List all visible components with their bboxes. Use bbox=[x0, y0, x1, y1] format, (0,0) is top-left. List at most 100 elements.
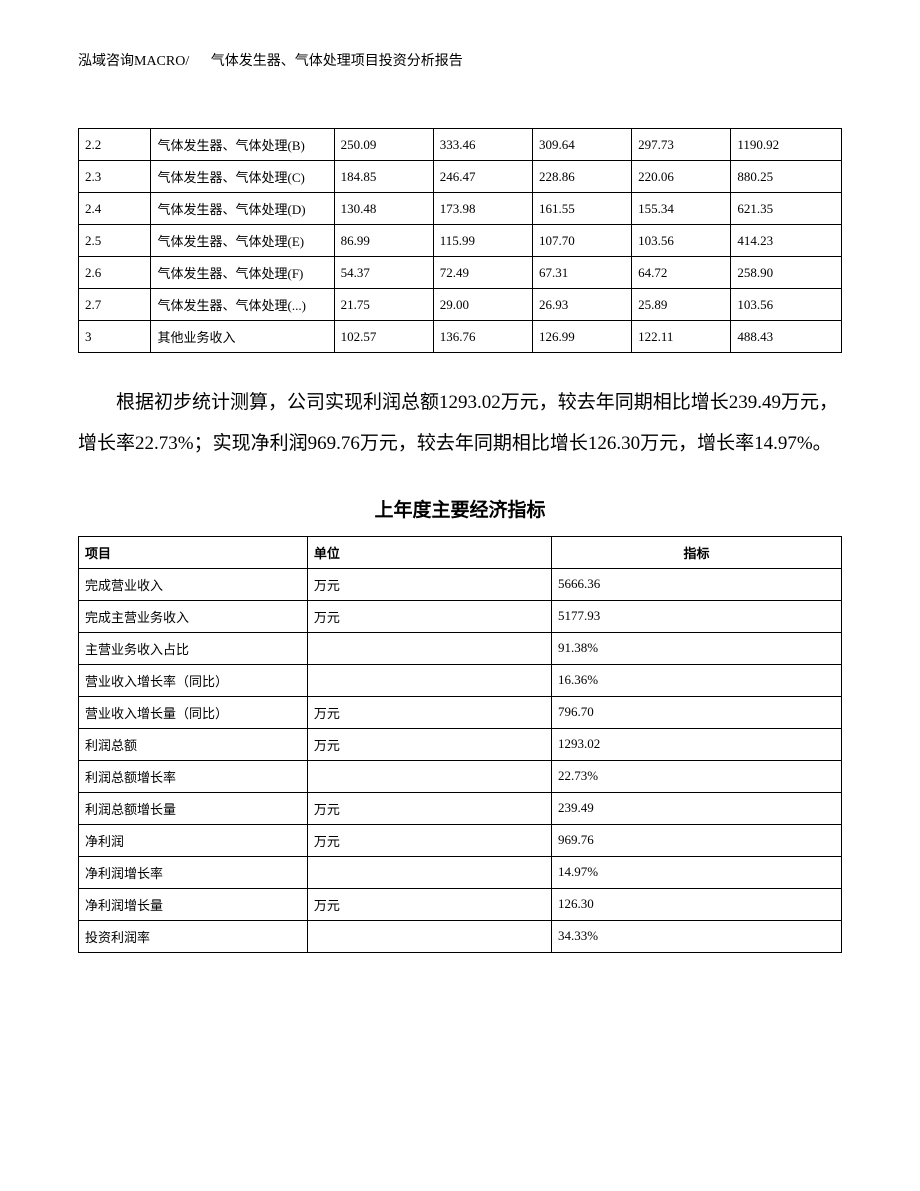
table-cell: 净利润增长率 bbox=[79, 856, 308, 888]
table-cell: 营业收入增长率（同比） bbox=[79, 664, 308, 696]
table-cell bbox=[307, 856, 551, 888]
indicator-table: 项目 单位 指标 完成营业收入万元5666.36完成主营业务收入万元5177.9… bbox=[78, 536, 842, 953]
revenue-table: 2.2气体发生器、气体处理(B)250.09333.46309.64297.73… bbox=[78, 128, 842, 353]
header-company: 泓域咨询MACRO/ bbox=[78, 54, 189, 69]
table-cell: 309.64 bbox=[532, 129, 631, 161]
indicator-header-value: 指标 bbox=[552, 536, 842, 568]
table-cell: 2.5 bbox=[79, 225, 151, 257]
table-cell: 气体发生器、气体处理(F) bbox=[151, 257, 334, 289]
header-title: 气体发生器、气体处理项目投资分析报告 bbox=[211, 54, 463, 69]
table-cell: 54.37 bbox=[334, 257, 433, 289]
table-cell: 72.49 bbox=[433, 257, 532, 289]
table-row: 完成营业收入万元5666.36 bbox=[79, 568, 842, 600]
table-cell: 126.99 bbox=[532, 321, 631, 353]
table-cell: 26.93 bbox=[532, 289, 631, 321]
table-cell: 102.57 bbox=[334, 321, 433, 353]
table-cell: 1190.92 bbox=[731, 129, 842, 161]
table-row: 营业收入增长量（同比）万元796.70 bbox=[79, 696, 842, 728]
table-cell: 258.90 bbox=[731, 257, 842, 289]
table-cell: 297.73 bbox=[632, 129, 731, 161]
table-cell: 完成主营业务收入 bbox=[79, 600, 308, 632]
table-cell: 利润总额增长率 bbox=[79, 760, 308, 792]
table-cell: 64.72 bbox=[632, 257, 731, 289]
table-cell: 主营业务收入占比 bbox=[79, 632, 308, 664]
table-cell: 880.25 bbox=[731, 161, 842, 193]
table-cell: 246.47 bbox=[433, 161, 532, 193]
table-cell: 2.2 bbox=[79, 129, 151, 161]
document-page: 泓域咨询MACRO/ 气体发生器、气体处理项目投资分析报告 2.2气体发生器、气… bbox=[0, 0, 920, 1013]
table-cell: 3 bbox=[79, 321, 151, 353]
table-cell: 气体发生器、气体处理(D) bbox=[151, 193, 334, 225]
table-cell: 万元 bbox=[307, 696, 551, 728]
table-cell: 67.31 bbox=[532, 257, 631, 289]
table-cell: 103.56 bbox=[632, 225, 731, 257]
table-cell: 250.09 bbox=[334, 129, 433, 161]
table-row: 2.2气体发生器、气体处理(B)250.09333.46309.64297.73… bbox=[79, 129, 842, 161]
table-cell: 333.46 bbox=[433, 129, 532, 161]
table-cell: 万元 bbox=[307, 600, 551, 632]
table-cell: 220.06 bbox=[632, 161, 731, 193]
table-cell: 136.76 bbox=[433, 321, 532, 353]
table-cell: 净利润 bbox=[79, 824, 308, 856]
table-cell bbox=[307, 664, 551, 696]
indicator-header-unit: 单位 bbox=[307, 536, 551, 568]
table-cell: 5177.93 bbox=[552, 600, 842, 632]
table-cell: 16.36% bbox=[552, 664, 842, 696]
table-cell: 155.34 bbox=[632, 193, 731, 225]
table-cell: 完成营业收入 bbox=[79, 568, 308, 600]
table-cell bbox=[307, 632, 551, 664]
table-row: 2.3气体发生器、气体处理(C)184.85246.47228.86220.06… bbox=[79, 161, 842, 193]
table-row: 利润总额增长量万元239.49 bbox=[79, 792, 842, 824]
table-row: 3其他业务收入102.57136.76126.99122.11488.43 bbox=[79, 321, 842, 353]
table-row: 主营业务收入占比 91.38% bbox=[79, 632, 842, 664]
table-cell: 气体发生器、气体处理(E) bbox=[151, 225, 334, 257]
table-cell: 414.23 bbox=[731, 225, 842, 257]
table-cell: 130.48 bbox=[334, 193, 433, 225]
table-cell: 2.6 bbox=[79, 257, 151, 289]
table-cell bbox=[307, 760, 551, 792]
table-cell: 万元 bbox=[307, 792, 551, 824]
table-cell: 103.56 bbox=[731, 289, 842, 321]
table-cell: 91.38% bbox=[552, 632, 842, 664]
table-cell: 万元 bbox=[307, 824, 551, 856]
table-cell: 969.76 bbox=[552, 824, 842, 856]
table-cell: 161.55 bbox=[532, 193, 631, 225]
table-cell: 14.97% bbox=[552, 856, 842, 888]
table-cell: 2.4 bbox=[79, 193, 151, 225]
indicator-table-body: 完成营业收入万元5666.36完成主营业务收入万元5177.93主营业务收入占比… bbox=[79, 568, 842, 952]
table-cell: 184.85 bbox=[334, 161, 433, 193]
table-row: 2.6气体发生器、气体处理(F)54.3772.4967.3164.72258.… bbox=[79, 257, 842, 289]
table-cell: 25.89 bbox=[632, 289, 731, 321]
table-cell: 5666.36 bbox=[552, 568, 842, 600]
table-cell: 126.30 bbox=[552, 888, 842, 920]
table-cell: 21.75 bbox=[334, 289, 433, 321]
indicator-table-header-row: 项目 单位 指标 bbox=[79, 536, 842, 568]
table-cell: 107.70 bbox=[532, 225, 631, 257]
table-cell: 营业收入增长量（同比） bbox=[79, 696, 308, 728]
table-cell: 2.7 bbox=[79, 289, 151, 321]
table-row: 利润总额增长率22.73% bbox=[79, 760, 842, 792]
table-row: 2.7气体发生器、气体处理(...)21.7529.0026.9325.8910… bbox=[79, 289, 842, 321]
table-cell: 万元 bbox=[307, 888, 551, 920]
table-cell: 34.33% bbox=[552, 920, 842, 952]
table-cell: 2.3 bbox=[79, 161, 151, 193]
table-cell: 1293.02 bbox=[552, 728, 842, 760]
table-cell: 气体发生器、气体处理(C) bbox=[151, 161, 334, 193]
table-cell: 气体发生器、气体处理(...) bbox=[151, 289, 334, 321]
table-cell: 621.35 bbox=[731, 193, 842, 225]
table-row: 净利润万元969.76 bbox=[79, 824, 842, 856]
table-cell: 86.99 bbox=[334, 225, 433, 257]
table-cell: 239.49 bbox=[552, 792, 842, 824]
table-row: 投资利润率34.33% bbox=[79, 920, 842, 952]
table-cell: 万元 bbox=[307, 568, 551, 600]
table-cell: 488.43 bbox=[731, 321, 842, 353]
table-cell: 228.86 bbox=[532, 161, 631, 193]
revenue-table-body: 2.2气体发生器、气体处理(B)250.09333.46309.64297.73… bbox=[79, 129, 842, 353]
table-cell bbox=[307, 920, 551, 952]
table-row: 净利润增长率 14.97% bbox=[79, 856, 842, 888]
table-cell: 173.98 bbox=[433, 193, 532, 225]
indicator-header-item: 项目 bbox=[79, 536, 308, 568]
table-row: 2.4气体发生器、气体处理(D)130.48173.98161.55155.34… bbox=[79, 193, 842, 225]
table-cell: 利润总额 bbox=[79, 728, 308, 760]
table-cell: 122.11 bbox=[632, 321, 731, 353]
